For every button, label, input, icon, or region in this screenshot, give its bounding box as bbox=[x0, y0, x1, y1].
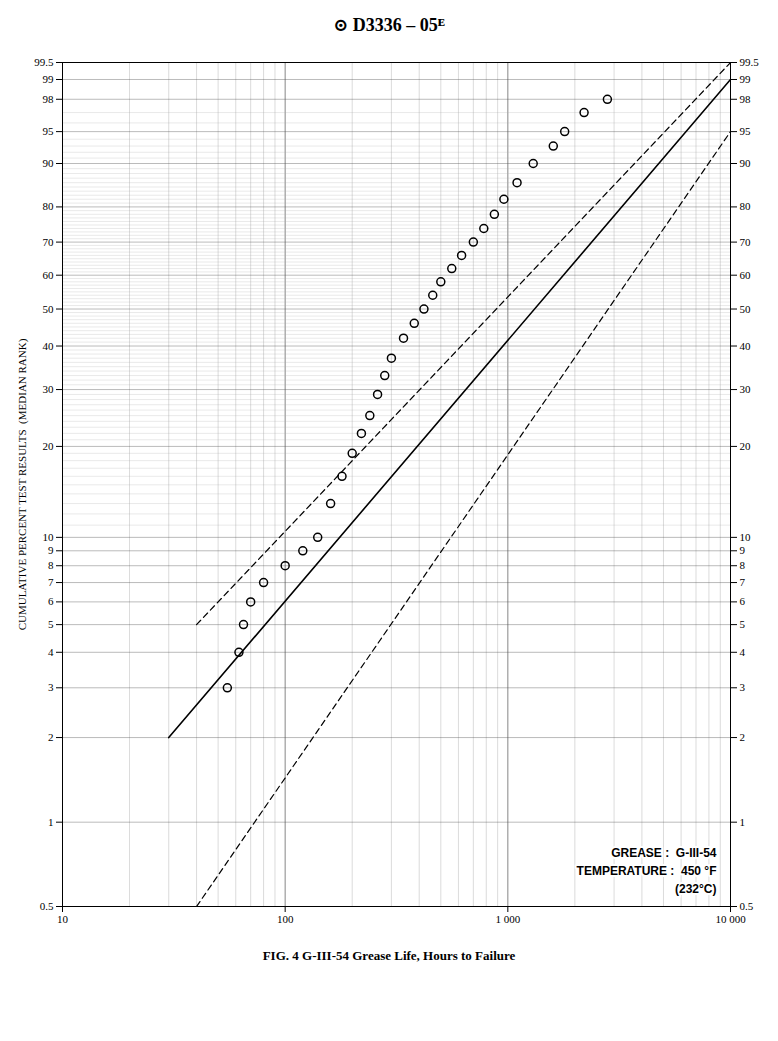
svg-text:50: 50 bbox=[43, 303, 55, 315]
svg-text:50: 50 bbox=[740, 303, 752, 315]
html-text:FIG. 4 G-III-54 Grease Life, H: FIG. 4 G-III-54 Grease Life, Hours to Fa… bbox=[262, 948, 516, 963]
svg-text:2: 2 bbox=[740, 731, 746, 743]
svg-text:8: 8 bbox=[48, 559, 54, 571]
svg-text:99.5: 99.5 bbox=[34, 56, 54, 68]
svg-text:10 000: 10 000 bbox=[715, 913, 746, 925]
svg-text:30: 30 bbox=[740, 383, 752, 395]
svg-text:99: 99 bbox=[43, 73, 55, 85]
svg-text:30: 30 bbox=[43, 383, 55, 395]
svg-text:98: 98 bbox=[740, 93, 752, 105]
svg-text:9: 9 bbox=[740, 544, 746, 556]
svg-text:40: 40 bbox=[43, 340, 55, 352]
svg-text:90: 90 bbox=[43, 157, 55, 169]
svg-text:100: 100 bbox=[277, 913, 294, 925]
svg-text:60: 60 bbox=[740, 269, 752, 281]
svg-text:7: 7 bbox=[48, 576, 54, 588]
svg-text:60: 60 bbox=[43, 269, 55, 281]
svg-text:7: 7 bbox=[740, 576, 746, 588]
svg-text:95: 95 bbox=[43, 125, 55, 137]
svg-text:3: 3 bbox=[48, 681, 54, 693]
svg-text:5: 5 bbox=[740, 618, 746, 630]
svg-text:10: 10 bbox=[57, 913, 69, 925]
svg-text:GREASE : G-III-54TEMPERATURE: GREASE : G-III-54TEMPERATURE : 450 °F(23… bbox=[577, 846, 717, 896]
svg-text:98: 98 bbox=[43, 93, 55, 105]
svg-text:10: 10 bbox=[43, 531, 55, 543]
html-text:⊙ D3336 – 05ᴱ: ⊙ D3336 – 05ᴱ bbox=[333, 15, 445, 35]
svg-text:4: 4 bbox=[740, 646, 746, 658]
svg-text:0.5: 0.5 bbox=[40, 900, 54, 912]
svg-text:70: 70 bbox=[43, 236, 55, 248]
svg-text:20: 20 bbox=[43, 440, 55, 452]
svg-text:8: 8 bbox=[740, 559, 746, 571]
svg-text:9: 9 bbox=[48, 544, 54, 556]
svg-text:99: 99 bbox=[740, 73, 752, 85]
svg-text:40: 40 bbox=[740, 340, 752, 352]
svg-text:0.5: 0.5 bbox=[740, 900, 754, 912]
svg-text:99.5: 99.5 bbox=[740, 56, 760, 68]
svg-text:6: 6 bbox=[48, 595, 54, 607]
svg-text:1: 1 bbox=[740, 816, 746, 828]
svg-text:1: 1 bbox=[48, 816, 54, 828]
svg-text:CUMULATIVE PERCENT TEST RESULT: CUMULATIVE PERCENT TEST RESULTS (MEDIAN … bbox=[16, 338, 29, 630]
svg-text:6: 6 bbox=[740, 595, 746, 607]
svg-text:95: 95 bbox=[740, 125, 752, 137]
svg-text:4: 4 bbox=[48, 646, 54, 658]
svg-text:2: 2 bbox=[48, 731, 54, 743]
svg-text:70: 70 bbox=[740, 236, 752, 248]
svg-text:1 000: 1 000 bbox=[495, 913, 520, 925]
svg-text:5: 5 bbox=[48, 618, 54, 630]
svg-text:80: 80 bbox=[43, 200, 55, 212]
svg-text:20: 20 bbox=[740, 440, 752, 452]
svg-text:80: 80 bbox=[740, 200, 752, 212]
svg-text:10: 10 bbox=[740, 531, 752, 543]
svg-text:90: 90 bbox=[740, 157, 752, 169]
svg-text:3: 3 bbox=[740, 681, 746, 693]
